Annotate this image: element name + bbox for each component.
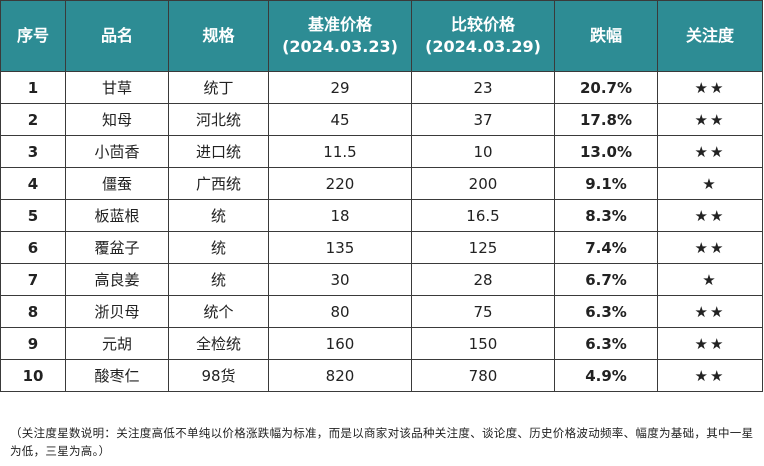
table-row: 6 覆盆子统 135 125 7.4% ★★ <box>0 231 763 264</box>
row-name: 元胡 <box>65 327 169 360</box>
table-row: 4 僵蚕 广西统 220 200 9.1% ★ <box>0 167 763 200</box>
row-compare-price: 780 <box>411 359 555 392</box>
header-idx: 序号 <box>0 0 66 72</box>
row-index: 4 <box>0 167 66 200</box>
row-index: 3 <box>0 135 66 168</box>
row-base-price: 820 <box>268 359 412 392</box>
row-index: 6 <box>0 231 66 264</box>
row-base-price: 45 <box>268 103 412 136</box>
row-compare-price: 10 <box>411 135 555 168</box>
row-base-price: 30 <box>268 263 412 296</box>
row-attention-stars: ★★ <box>657 327 763 360</box>
header-compare-price: 比较价格 (2024.03.29) <box>411 0 555 72</box>
row-change: 13.0% <box>554 135 658 168</box>
header-spec: 规格 <box>168 0 269 72</box>
row-change: 6.3% <box>554 295 658 328</box>
row-compare-price: 28 <box>411 263 555 296</box>
header-compare-date: (2024.03.29) <box>425 37 541 56</box>
row-name: 小茴香 <box>65 135 169 168</box>
row-compare-price: 200 <box>411 167 555 200</box>
row-compare-price: 125 <box>411 231 555 264</box>
row-spec: 统 <box>168 199 269 232</box>
row-change: 7.4% <box>554 231 658 264</box>
row-change: 17.8% <box>554 103 658 136</box>
row-compare-price: 75 <box>411 295 555 328</box>
row-index: 7 <box>0 263 66 296</box>
table-row: 1 甘草 统丁 29 23 20.7% ★★ <box>0 71 763 104</box>
attention-note: （关注度星数说明：关注度高低不单纯以价格涨跌幅为标准，而是以商家对该品种关注度、… <box>10 426 754 458</box>
row-base-price: 29 <box>268 71 412 104</box>
row-name: 知母 <box>65 103 169 136</box>
row-attention-stars: ★★ <box>657 199 763 232</box>
row-index: 9 <box>0 327 66 360</box>
row-name: 浙贝母 <box>65 295 169 328</box>
row-name: 酸枣仁 <box>65 359 169 392</box>
row-spec: 全检统 <box>168 327 269 360</box>
row-change: 4.9% <box>554 359 658 392</box>
row-change: 9.1% <box>554 167 658 200</box>
row-attention-stars: ★★ <box>657 295 763 328</box>
row-index: 5 <box>0 199 66 232</box>
row-change: 6.3% <box>554 327 658 360</box>
row-compare-price: 150 <box>411 327 555 360</box>
header-attention: 关注度 <box>657 0 763 72</box>
row-spec: 统丁 <box>168 71 269 104</box>
header-name: 品名 <box>65 0 169 72</box>
header-row: 序号 品名 规格 基准价格 (2024.03.23) 比较价格 (2024.03… <box>0 0 763 72</box>
row-base-price: 160 <box>268 327 412 360</box>
row-index: 8 <box>0 295 66 328</box>
table-row: 2 知母 河北统 45 37 17.8% ★★ <box>0 103 763 136</box>
header-base-title: 基准价格 <box>307 15 372 34</box>
table-row: 5 板蓝根统 18 16.5 8.3% ★★ <box>0 199 763 232</box>
table-row: 7 高良姜统 30 28 6.7% ★ <box>0 263 763 296</box>
row-name: 甘草 <box>65 71 169 104</box>
row-attention-stars: ★★ <box>657 103 763 136</box>
table-row: 10 酸枣仁 98货 820 780 4.9% ★★ <box>0 359 763 392</box>
row-index: 10 <box>0 359 66 392</box>
header-base-date: (2024.03.23) <box>282 37 398 56</box>
row-attention-stars: ★★ <box>657 359 763 392</box>
row-compare-price: 37 <box>411 103 555 136</box>
row-attention-stars: ★★ <box>657 71 763 104</box>
row-attention-stars: ★★ <box>657 135 763 168</box>
row-change: 20.7% <box>554 71 658 104</box>
row-compare-price: 23 <box>411 71 555 104</box>
table-row: 3 小茴香 进口统 11.5 10 13.0% ★★ <box>0 135 763 168</box>
row-base-price: 18 <box>268 199 412 232</box>
row-spec: 98货 <box>168 359 269 392</box>
row-change: 8.3% <box>554 199 658 232</box>
row-index: 1 <box>0 71 66 104</box>
header-base-price: 基准价格 (2024.03.23) <box>268 0 412 72</box>
row-spec: 进口统 <box>168 135 269 168</box>
row-name: 高良姜 <box>65 263 169 296</box>
row-base-price: 11.5 <box>268 135 412 168</box>
row-spec: 统 <box>168 263 269 296</box>
row-name: 覆盆子 <box>65 231 169 264</box>
row-compare-price: 16.5 <box>411 199 555 232</box>
row-name: 板蓝根 <box>65 199 169 232</box>
row-spec: 统个 <box>168 295 269 328</box>
row-spec: 广西统 <box>168 167 269 200</box>
table-row: 9 元胡 全检统 160 150 6.3% ★★ <box>0 327 763 360</box>
row-change: 6.7% <box>554 263 658 296</box>
price-drop-table: 序号 品名 规格 基准价格 (2024.03.23) 比较价格 (2024.03… <box>0 0 763 392</box>
row-base-price: 220 <box>268 167 412 200</box>
header-compare-title: 比较价格 <box>450 15 515 34</box>
row-name: 僵蚕 <box>65 167 169 200</box>
row-attention-stars: ★★ <box>657 231 763 264</box>
row-attention-stars: ★ <box>657 263 763 296</box>
row-index: 2 <box>0 103 66 136</box>
row-spec: 统 <box>168 231 269 264</box>
table-row: 8 浙贝母 统个 80 75 6.3% ★★ <box>0 295 763 328</box>
header-change: 跌幅 <box>554 0 658 72</box>
row-base-price: 80 <box>268 295 412 328</box>
row-spec: 河北统 <box>168 103 269 136</box>
row-attention-stars: ★ <box>657 167 763 200</box>
row-base-price: 135 <box>268 231 412 264</box>
